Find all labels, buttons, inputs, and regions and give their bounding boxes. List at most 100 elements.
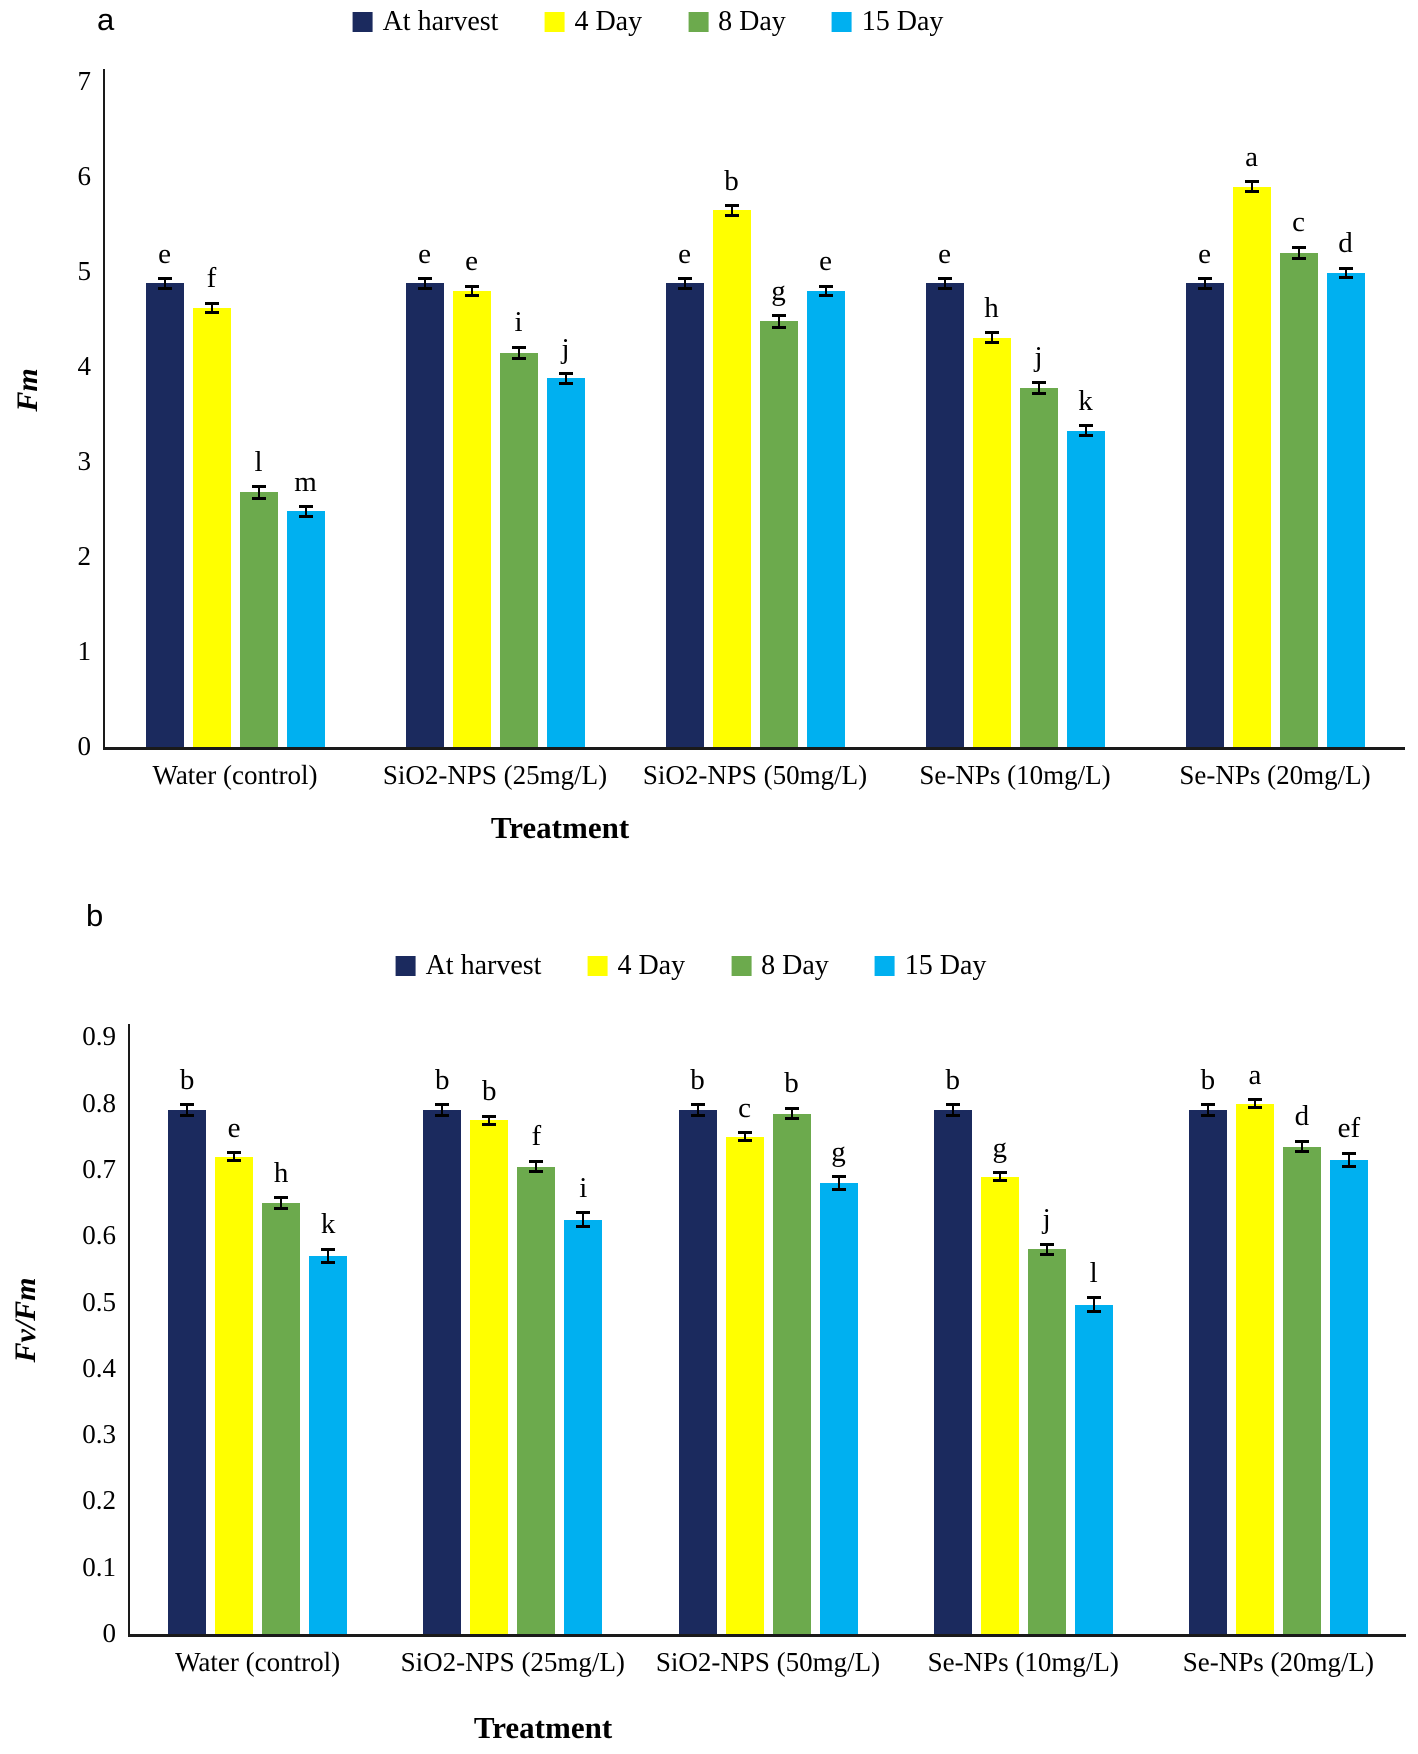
legend-label: At harvest <box>425 950 542 981</box>
bar-8-day-sio2-nps-25mg-l- <box>499 352 538 747</box>
bar-4-day-water-control- <box>192 308 231 747</box>
error-bar <box>511 345 527 360</box>
error-bar <box>464 284 480 298</box>
error-bar-line <box>488 1114 491 1126</box>
bar-at-harvest-sio2-nps-50mg-l- <box>678 1110 717 1634</box>
error-bar-line <box>1206 1103 1209 1118</box>
y-tick-label: 3 <box>77 446 92 476</box>
error-bar-cap-bottom <box>298 514 313 518</box>
legend-swatch-at-harvest <box>352 12 373 32</box>
error-bar-cap-bottom <box>831 1188 846 1192</box>
error-bar-cap-bottom <box>180 1114 195 1118</box>
significance-letter: m <box>294 465 317 498</box>
panel-a-label: a <box>97 2 115 37</box>
error-bar-line <box>1347 1151 1350 1169</box>
error-bar-cap-bottom <box>417 286 432 290</box>
legend-label: 4 Day <box>617 950 686 981</box>
error-bar-cap-bottom <box>937 286 952 290</box>
error-bar-cap-bottom <box>464 294 479 298</box>
error-bar-line <box>1344 266 1347 280</box>
error-bar-cap-bottom <box>1078 433 1093 437</box>
legend-item-at-harvest: At harvest <box>352 8 498 36</box>
error-bar-line <box>233 1151 236 1163</box>
significance-letter: e <box>1198 237 1211 270</box>
error-bar <box>226 1151 242 1163</box>
error-bar-line <box>837 1175 840 1192</box>
error-bar-cap-bottom <box>274 1206 289 1210</box>
y-tick-label: 0.8 <box>82 1087 116 1118</box>
legend-swatch-4-day <box>587 956 608 976</box>
bar-15-day-water-control- <box>309 1256 348 1634</box>
x-category-label: SiO2-NPS (25mg/L) <box>400 1647 625 1677</box>
error-bar <box>251 485 267 500</box>
bar-15-day-se-nps-20mg-l- <box>1326 272 1365 747</box>
error-bar <box>724 204 740 217</box>
error-bar-cap-bottom <box>992 1179 1007 1182</box>
bar-8-day-se-nps-20mg-l- <box>1279 253 1318 747</box>
y-tick-label: 0 <box>77 731 92 761</box>
legend-label: 8 Day <box>761 950 829 981</box>
error-bar-line <box>1084 424 1087 437</box>
significance-letter: b <box>482 1075 497 1108</box>
x-axis-line <box>128 1634 1406 1637</box>
error-bar <box>1078 424 1094 437</box>
error-bar-line <box>777 314 780 329</box>
bar-8-day-se-nps-20mg-l- <box>1282 1146 1321 1634</box>
bar-8-day-water-control- <box>239 492 278 747</box>
error-bar <box>1244 180 1260 193</box>
error-bar <box>831 1175 847 1192</box>
significance-letter: b <box>179 1063 195 1096</box>
error-bar-cap-bottom <box>1294 1150 1309 1154</box>
significance-letter: e <box>938 237 951 270</box>
legend-label: 4 Day <box>574 6 643 37</box>
x-category-label: Water (control) <box>175 1647 341 1677</box>
error-bar <box>1338 266 1354 280</box>
error-bar-cap-bottom <box>724 213 739 217</box>
error-bar-cap-bottom <box>1200 1114 1215 1118</box>
error-bar <box>818 284 834 298</box>
error-bar-cap-bottom <box>227 1159 242 1163</box>
bar-15-day-se-nps-20mg-l- <box>1329 1159 1368 1634</box>
error-bar-cap-bottom <box>737 1139 752 1143</box>
error-bar <box>320 1247 336 1265</box>
significance-letter: b <box>724 164 739 197</box>
significance-letter: e <box>227 1111 241 1144</box>
error-bar <box>528 1159 544 1174</box>
error-bar <box>737 1131 753 1143</box>
legend-label: 15 Day <box>904 950 987 981</box>
error-bar <box>945 1103 961 1118</box>
legend-item-4-day: 4 Day <box>587 952 685 980</box>
bar-4-day-water-control- <box>215 1156 254 1634</box>
error-bar-line <box>951 1103 954 1118</box>
significance-letter: k <box>320 1208 336 1241</box>
error-bar <box>677 277 693 290</box>
significance-letter: ef <box>1337 1112 1361 1145</box>
error-bar-cap-bottom <box>157 286 172 290</box>
x-axis-line <box>103 747 1405 750</box>
y-tick-label: 1 <box>77 636 92 666</box>
error-bar <box>575 1211 591 1228</box>
error-bar-line <box>1250 180 1253 193</box>
y-axis-line <box>103 69 105 748</box>
error-bar-line <box>1253 1098 1256 1110</box>
significance-letter: b <box>435 1063 450 1096</box>
y-tick-label: 0.1 <box>82 1551 116 1582</box>
bar-8-day-se-nps-10mg-l- <box>1027 1249 1066 1634</box>
plot-area-a: 0 1 2 3 4 5 6 7 e f l m Water (control) e e i j SiO2-NPS … <box>78 68 1405 790</box>
y-tick-label: 0.6 <box>82 1220 116 1251</box>
error-bar-line <box>327 1247 330 1265</box>
error-bar-cap-bottom <box>1291 257 1306 261</box>
bar-at-harvest-sio2-nps-25mg-l- <box>405 283 444 747</box>
error-bar-line <box>743 1131 746 1143</box>
error-bar <box>434 1103 450 1118</box>
y-tick-label: 2 <box>77 541 92 571</box>
significance-letter: e <box>819 245 832 278</box>
bar-4-day-sio2-nps-50mg-l- <box>712 210 751 747</box>
y-axis-line <box>128 1024 130 1635</box>
significance-letter: i <box>514 306 523 339</box>
bar-4-day-se-nps-10mg-l- <box>972 337 1011 747</box>
error-bar-cap-bottom <box>558 381 573 385</box>
error-bar <box>984 331 1000 344</box>
legend-item-8-day: 8 Day <box>688 8 786 36</box>
error-bar-line <box>824 284 827 298</box>
